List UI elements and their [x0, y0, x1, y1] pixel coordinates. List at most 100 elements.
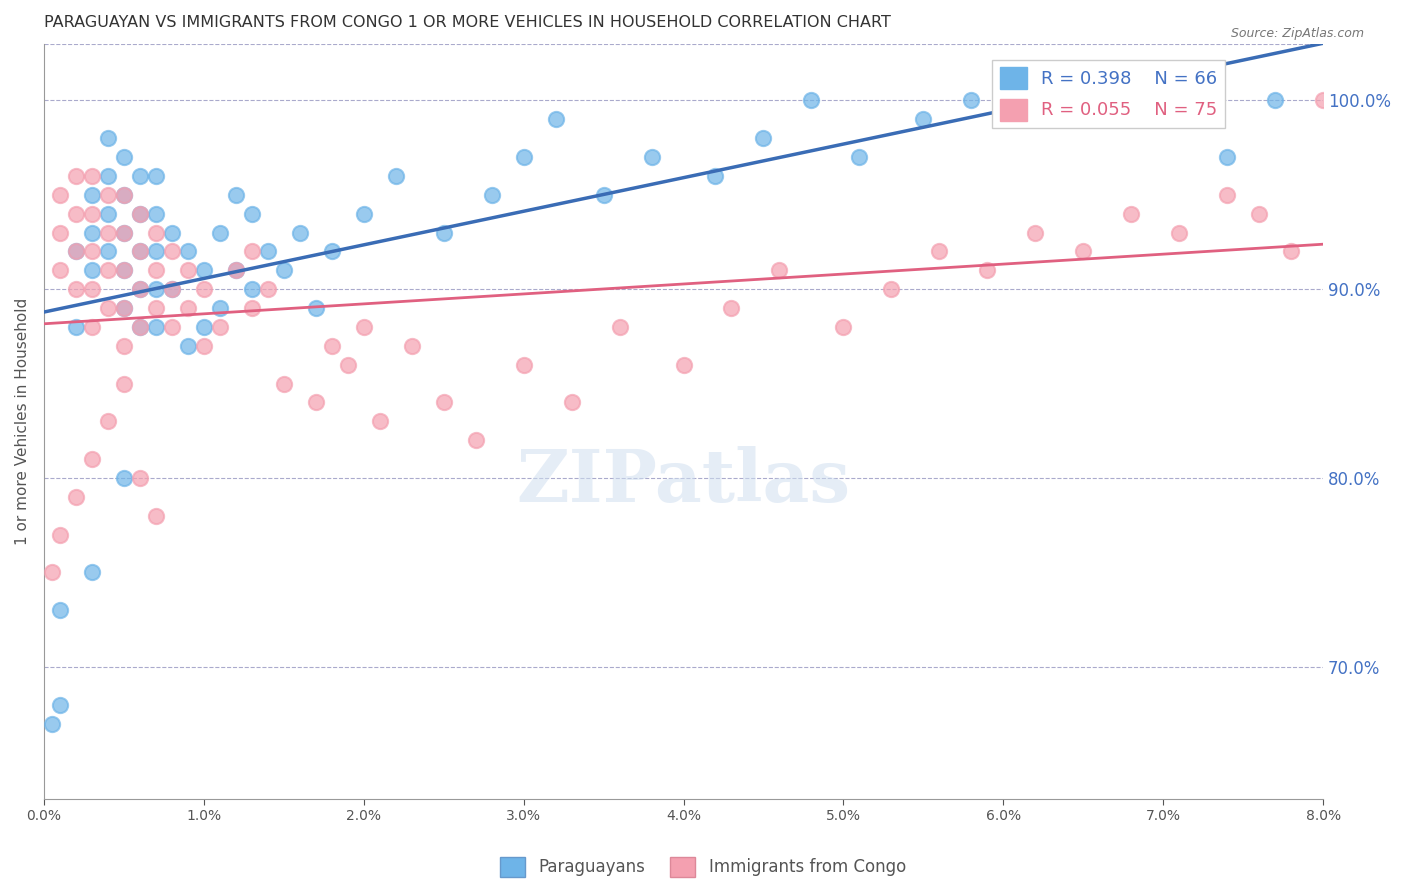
Point [321, 339, 343, 353]
Text: PARAGUAYAN VS IMMIGRANTS FROM CONGO 1 OR MORE VEHICLES IN HOUSEHOLD CORRELATION : PARAGUAYAN VS IMMIGRANTS FROM CONGO 1 OR… [44, 15, 891, 30]
Point [128, 320, 150, 334]
Point [353, 206, 375, 220]
Point [368, 414, 391, 428]
Point [1264, 93, 1286, 107]
Point [193, 282, 215, 296]
Point [704, 169, 727, 183]
Point [112, 301, 135, 315]
Point [208, 301, 231, 315]
Point [160, 320, 183, 334]
Point [97, 169, 120, 183]
Point [80, 282, 103, 296]
Point [225, 263, 247, 277]
Point [145, 282, 167, 296]
Point [481, 187, 503, 202]
Legend: Paraguayans, Immigrants from Congo: Paraguayans, Immigrants from Congo [494, 850, 912, 884]
Point [128, 206, 150, 220]
Point [1312, 93, 1334, 107]
Point [720, 301, 742, 315]
Point [1216, 187, 1239, 202]
Point [256, 282, 278, 296]
Point [112, 226, 135, 240]
Point [640, 150, 662, 164]
Point [97, 414, 120, 428]
Point [41, 566, 63, 580]
Point [80, 320, 103, 334]
Point [1071, 244, 1094, 259]
Point [65, 244, 87, 259]
Point [1024, 226, 1046, 240]
Point [1168, 112, 1191, 127]
Point [160, 282, 183, 296]
Point [80, 206, 103, 220]
Point [112, 301, 135, 315]
Point [240, 282, 263, 296]
Point [225, 187, 247, 202]
Point [97, 131, 120, 145]
Point [128, 244, 150, 259]
Point [97, 301, 120, 315]
Point [145, 263, 167, 277]
Point [353, 320, 375, 334]
Point [160, 244, 183, 259]
Point [80, 566, 103, 580]
Point [80, 244, 103, 259]
Point [49, 187, 72, 202]
Point [193, 263, 215, 277]
Point [80, 226, 103, 240]
Point [97, 263, 120, 277]
Point [145, 301, 167, 315]
Point [240, 206, 263, 220]
Point [1121, 93, 1143, 107]
Point [112, 187, 135, 202]
Point [128, 471, 150, 485]
Point [240, 301, 263, 315]
Point [544, 112, 567, 127]
Point [145, 508, 167, 523]
Point [80, 169, 103, 183]
Point [1071, 93, 1094, 107]
Y-axis label: 1 or more Vehicles in Household: 1 or more Vehicles in Household [15, 298, 30, 545]
Point [928, 244, 950, 259]
Point [65, 320, 87, 334]
Point [49, 263, 72, 277]
Point [225, 263, 247, 277]
Point [512, 150, 534, 164]
Point [240, 244, 263, 259]
Point [128, 244, 150, 259]
Point [145, 226, 167, 240]
Point [160, 226, 183, 240]
Point [433, 395, 456, 409]
Point [97, 187, 120, 202]
Point [112, 150, 135, 164]
Point [273, 376, 295, 391]
Point [97, 226, 120, 240]
Point [1279, 244, 1302, 259]
Point [273, 263, 295, 277]
Point [592, 187, 614, 202]
Point [112, 226, 135, 240]
Point [848, 150, 870, 164]
Point [1121, 206, 1143, 220]
Point [1249, 206, 1271, 220]
Point [561, 395, 583, 409]
Point [800, 93, 823, 107]
Point [177, 244, 200, 259]
Point [97, 244, 120, 259]
Point [80, 187, 103, 202]
Point [976, 263, 998, 277]
Point [1216, 150, 1239, 164]
Point [321, 244, 343, 259]
Point [128, 320, 150, 334]
Point [177, 263, 200, 277]
Point [145, 244, 167, 259]
Point [128, 282, 150, 296]
Point [112, 263, 135, 277]
Point [768, 263, 790, 277]
Point [288, 226, 311, 240]
Point [912, 112, 935, 127]
Point [1168, 226, 1191, 240]
Point [112, 376, 135, 391]
Point [832, 320, 855, 334]
Point [145, 206, 167, 220]
